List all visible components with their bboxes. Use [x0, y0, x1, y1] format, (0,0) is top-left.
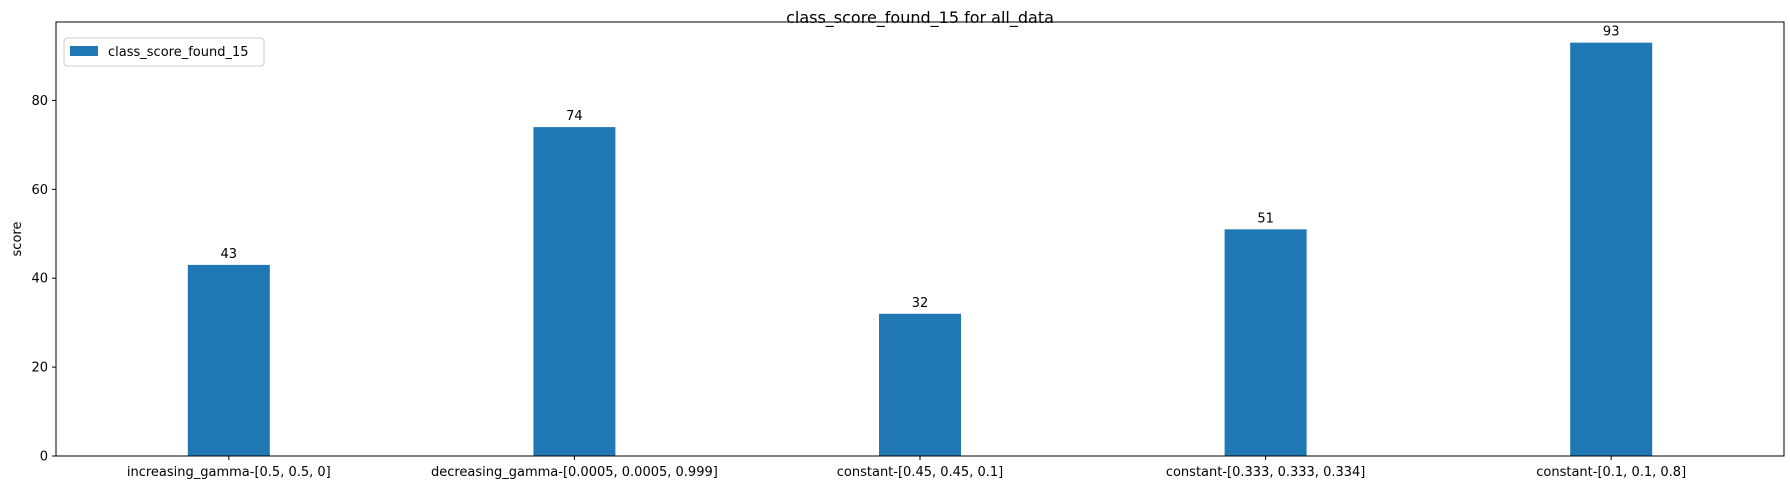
- x-ticks-layer: increasing_gamma-[0.5, 0.5, 0] decreasing…: [127, 456, 1686, 480]
- y-tick-label: 20: [31, 361, 48, 376]
- legend-label: class_score_found_15: [108, 45, 249, 60]
- bar-value-label: 51: [1257, 211, 1274, 226]
- bar-value-label: 93: [1603, 25, 1620, 40]
- y-axis-title: score: [10, 222, 25, 257]
- bar-value-label: 74: [566, 109, 583, 124]
- legend-swatch: [70, 46, 98, 56]
- bar-value-label: 32: [912, 296, 929, 311]
- bar-value-label: 43: [221, 247, 238, 262]
- y-tick-label: 80: [31, 94, 48, 109]
- x-tick-label: decreasing_gamma-[0.0005, 0.0005, 0.999]: [431, 465, 718, 480]
- x-tick-label: constant-[0.45, 0.45, 0.1]: [837, 465, 1003, 480]
- y-tick-label: 60: [31, 183, 48, 198]
- x-tick-label: constant-[0.333, 0.333, 0.334]: [1166, 465, 1366, 480]
- x-tick-label: constant-[0.1, 0.1, 0.8]: [1536, 465, 1686, 480]
- bar: [187, 264, 270, 456]
- bar: [1570, 42, 1653, 457]
- bars-layer: [187, 42, 1653, 457]
- legend-box: [63, 37, 265, 67]
- chart-title: class_score_found_15 for all_data: [786, 8, 1054, 28]
- x-tick-label: increasing_gamma-[0.5, 0.5, 0]: [127, 465, 331, 480]
- bar: [879, 313, 961, 456]
- legend: class_score_found_15: [63, 37, 265, 67]
- y-tick-label: 0: [40, 450, 48, 465]
- data-labels-layer: 43 74 32 51 93: [221, 25, 1620, 311]
- bar: [1224, 229, 1307, 456]
- y-tick-label: 40: [31, 272, 48, 287]
- y-ticks-layer: 0 20 40 60 80: [31, 94, 56, 465]
- plot-frame: [55, 21, 1785, 457]
- bar: [533, 127, 616, 456]
